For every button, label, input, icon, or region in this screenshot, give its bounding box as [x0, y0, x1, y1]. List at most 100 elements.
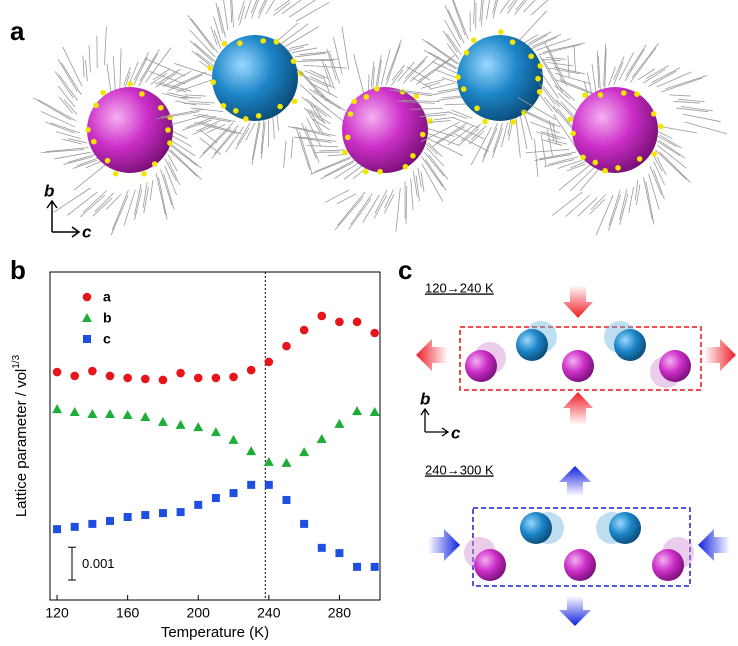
ligand — [235, 127, 250, 150]
ligand — [215, 2, 224, 34]
marker — [247, 480, 256, 489]
ligand — [192, 124, 218, 135]
ligand — [181, 119, 213, 131]
ligand — [63, 156, 94, 165]
ligand — [604, 48, 607, 92]
ligand — [548, 67, 580, 75]
ligand — [62, 138, 83, 145]
ligand — [106, 63, 112, 95]
ligand — [163, 173, 175, 210]
marker — [264, 357, 274, 367]
ligand — [133, 52, 150, 81]
sulfur — [290, 58, 297, 64]
ligand — [196, 120, 221, 132]
marker — [210, 427, 221, 437]
sulfur — [151, 161, 158, 167]
ligand — [545, 56, 566, 60]
sulfur — [592, 159, 599, 166]
plot-frame — [49, 271, 381, 601]
ligand — [308, 109, 331, 125]
y-axis-label: Lattice parameter / vol1/3 — [11, 354, 30, 517]
ligand — [145, 47, 172, 83]
ligand — [309, 82, 338, 99]
ligand — [405, 185, 408, 224]
ligand — [375, 55, 382, 86]
ligand — [278, 23, 309, 46]
sulfur — [165, 127, 171, 133]
ligand — [67, 138, 87, 144]
ligand — [420, 82, 441, 89]
ligand — [532, 34, 562, 48]
ligand — [619, 193, 629, 225]
ligand — [653, 138, 681, 157]
ligand — [569, 165, 597, 192]
ligand — [608, 194, 621, 231]
scale-bar — [68, 546, 76, 581]
ligand — [492, 127, 504, 158]
ligand — [659, 151, 691, 183]
ligand — [295, 1, 330, 22]
ligand — [603, 43, 607, 87]
sulfur — [650, 111, 657, 117]
sulfur — [498, 29, 504, 35]
ligand — [294, 136, 332, 143]
marker — [229, 372, 238, 382]
ligand — [236, 122, 251, 145]
ligand — [324, 189, 350, 203]
ligand — [303, 107, 326, 124]
ligand — [507, 0, 518, 14]
sulfur — [455, 74, 461, 80]
ligand — [237, 0, 245, 21]
marker — [352, 317, 362, 327]
ligand — [110, 194, 129, 236]
ligand — [274, 0, 291, 12]
sulfur — [362, 168, 369, 175]
ligand — [654, 134, 677, 148]
ligand — [557, 92, 578, 112]
ligand — [595, 194, 614, 236]
sulfur — [363, 94, 370, 100]
sulfur — [273, 39, 280, 45]
ligand — [138, 53, 158, 87]
ligand — [164, 165, 178, 196]
sulfur — [207, 65, 213, 71]
ligand — [553, 114, 579, 152]
ligand — [658, 139, 685, 159]
ligand — [539, 94, 553, 112]
marker — [53, 525, 62, 534]
ligand — [411, 77, 431, 89]
ligand — [298, 132, 313, 175]
sulfur — [413, 93, 420, 100]
sulfur — [528, 53, 534, 60]
ligand — [194, 122, 238, 134]
marker — [193, 422, 204, 432]
ligand — [676, 107, 709, 113]
marker — [193, 373, 203, 383]
cluster-core — [572, 87, 658, 173]
ligand — [534, 154, 572, 161]
ligand — [608, 189, 621, 226]
ligand — [163, 70, 192, 87]
ligand — [94, 192, 114, 213]
sulfur — [537, 63, 544, 69]
ligand — [172, 144, 202, 169]
ligand — [206, 123, 226, 134]
ligand — [625, 44, 647, 77]
marker — [246, 446, 257, 456]
ligand — [149, 70, 186, 85]
marker — [123, 513, 132, 522]
ligand — [362, 194, 380, 223]
ligand — [123, 66, 131, 86]
marker — [141, 511, 150, 520]
ligand — [426, 147, 445, 167]
sulfur — [291, 98, 298, 105]
ligand — [251, 122, 261, 166]
marker — [246, 365, 256, 375]
sulfur — [112, 170, 119, 177]
ligand — [485, 0, 490, 20]
ligand — [643, 68, 666, 84]
ligand — [542, 139, 563, 146]
ligand — [651, 67, 681, 83]
ligand — [388, 89, 433, 97]
marker — [194, 500, 203, 509]
